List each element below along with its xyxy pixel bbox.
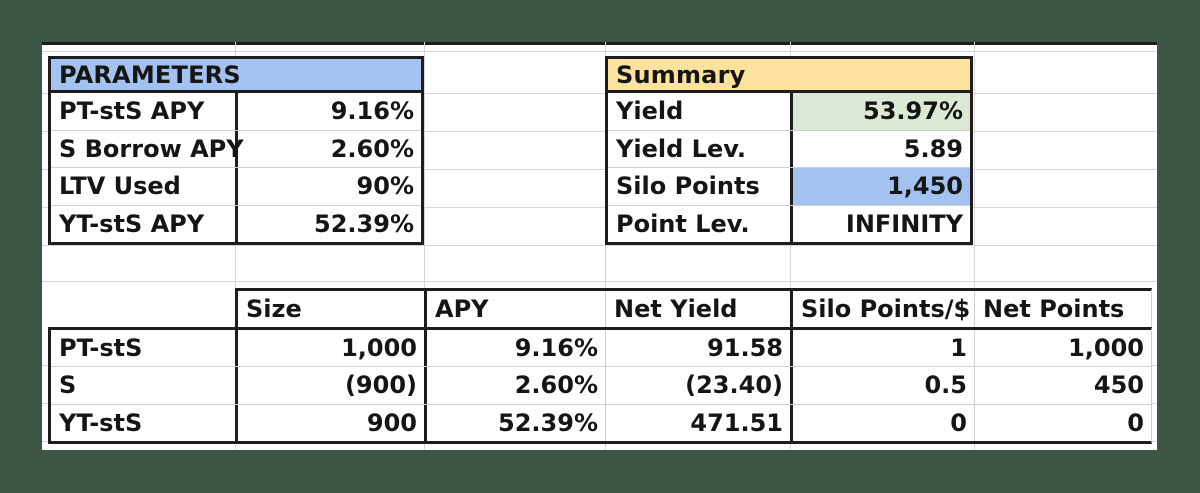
summary-value-cell[interactable]: 5.89 <box>903 134 963 163</box>
size-cell[interactable]: (900) <box>238 367 427 404</box>
silo-points-per-dollar-cell[interactable]: 1 <box>793 330 975 367</box>
gridline <box>42 207 1157 208</box>
param-label-cell[interactable]: S Borrow APY <box>51 130 244 167</box>
param-value-cell[interactable]: 2.60% <box>330 134 414 163</box>
summary-label-cell[interactable]: Yield <box>608 93 793 130</box>
net-yield-cell[interactable]: 91.58 <box>606 330 793 367</box>
summary-yield-value-cell[interactable]: 53.97% <box>793 93 970 130</box>
silo-points-per-dollar-cell[interactable]: 0.5 <box>793 367 975 404</box>
param-value-cell[interactable]: 90% <box>356 172 414 201</box>
table-row: Point Lev. INFINITY <box>608 204 970 242</box>
column-header-apy[interactable]: APY <box>427 291 606 327</box>
column-header-net-points[interactable]: Net Points <box>983 295 1125 323</box>
row-label-cell[interactable]: YT-stS <box>51 404 238 441</box>
summary-label-cell[interactable]: Yield Lev. <box>608 130 793 167</box>
summary-label-cell[interactable]: Point Lev. <box>608 205 793 242</box>
param-label-cell[interactable]: YT-stS APY <box>51 205 238 242</box>
size-cell[interactable]: 1,000 <box>238 330 427 367</box>
summary-header-cell[interactable]: Summary <box>605 56 973 93</box>
apy-cell[interactable]: 52.39% <box>427 404 606 441</box>
table-row: YT-stS APY 52.39% <box>51 204 421 242</box>
size-cell[interactable]: 900 <box>238 404 427 441</box>
summary-label-cell[interactable]: Silo Points <box>608 168 793 205</box>
param-value-cell[interactable]: 9.16% <box>330 97 414 126</box>
param-label-cell[interactable]: LTV Used <box>51 168 238 205</box>
parameters-header-cell[interactable]: PARAMETERS <box>48 56 424 93</box>
summary-title: Summary <box>616 60 746 89</box>
positions-table-header-row: Size APY Net Yield Silo Points/$ Net Poi… <box>235 288 1152 327</box>
table-row: LTV Used 90% <box>51 167 421 205</box>
table-row: S Borrow APY 2.60% <box>51 129 421 167</box>
row-label-cell[interactable]: PT-stS <box>51 330 238 367</box>
table-row: Silo Points 1,450 <box>608 167 970 205</box>
net-points-cell[interactable]: 1,000 <box>1068 334 1144 363</box>
net-yield-cell[interactable]: (23.40) <box>606 367 793 404</box>
column-header-silo-points-per-dollar[interactable]: Silo Points/$ <box>793 291 975 327</box>
param-label-cell[interactable]: PT-stS APY <box>51 93 238 130</box>
gridline <box>42 169 1157 170</box>
table-row: PT-stS APY 9.16% <box>51 93 421 130</box>
gridline <box>790 42 791 450</box>
gridline <box>42 245 1157 246</box>
parameters-table: PT-stS APY 9.16% S Borrow APY 2.60% LTV … <box>48 93 424 245</box>
parameters-title: PARAMETERS <box>59 60 241 89</box>
positions-table-body: PT-stS 1,000 9.16% 91.58 1 1,000 S (900)… <box>48 327 1152 444</box>
gridline <box>42 281 1157 282</box>
gridline <box>235 42 236 450</box>
apy-cell[interactable]: 2.60% <box>427 367 606 404</box>
gridline <box>42 93 1157 94</box>
silo-points-per-dollar-cell[interactable]: 0 <box>793 404 975 441</box>
row-label-cell[interactable]: S <box>51 367 238 404</box>
net-yield-cell[interactable]: 471.51 <box>606 404 793 441</box>
table-row: S (900) 2.60% (23.40) 0.5 450 <box>51 366 1151 404</box>
gridline <box>605 42 606 450</box>
apy-cell[interactable]: 9.16% <box>427 330 606 367</box>
column-header-size[interactable]: Size <box>238 291 427 327</box>
table-row: Yield Lev. 5.89 <box>608 129 970 167</box>
gridline <box>42 51 1157 52</box>
gridline <box>42 131 1157 132</box>
column-header-net-yield[interactable]: Net Yield <box>606 291 793 327</box>
summary-silo-points-value-cell[interactable]: 1,450 <box>793 168 970 205</box>
sheet-top-border <box>42 42 1157 45</box>
summary-value-cell[interactable]: INFINITY <box>845 209 963 238</box>
param-value-cell[interactable]: 52.39% <box>314 209 414 238</box>
gridline <box>974 42 975 450</box>
summary-table: Yield 53.97% Yield Lev. 5.89 Silo Points… <box>605 93 973 245</box>
spreadsheet-area: PARAMETERS PT-stS APY 9.16% S Borrow APY… <box>42 42 1157 450</box>
table-row: YT-stS 900 52.39% 471.51 0 0 <box>51 403 1151 441</box>
net-points-cell[interactable]: 0 <box>1127 408 1144 437</box>
gridline <box>424 42 425 450</box>
table-row: PT-stS 1,000 9.16% 91.58 1 1,000 <box>51 330 1151 367</box>
net-points-cell[interactable]: 450 <box>1093 371 1144 400</box>
table-row: Yield 53.97% <box>608 93 970 130</box>
